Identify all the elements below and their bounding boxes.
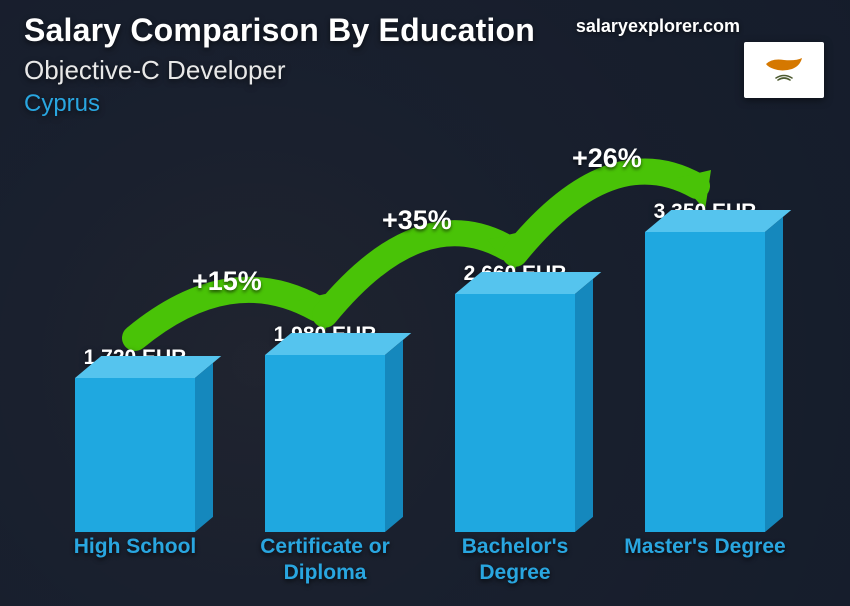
increase-badge: +26%	[572, 143, 642, 174]
x-axis-label: High School	[50, 534, 220, 587]
bar-chart: 1,720 EUR1,980 EUR2,660 EUR3,350 EUR Hig…	[40, 136, 800, 586]
cyprus-flag	[744, 42, 824, 98]
job-title: Objective-C Developer	[24, 55, 826, 86]
bar: 1,980 EUR	[240, 323, 410, 532]
bar: 1,720 EUR	[50, 346, 220, 532]
bar: 3,350 EUR	[620, 200, 790, 532]
bar-3d	[645, 232, 765, 532]
x-axis-label: Certificate or Diploma	[240, 534, 410, 587]
increase-badge: +15%	[192, 266, 262, 297]
x-labels: High School Certificate or Diploma Bachelo…	[40, 534, 800, 587]
bar-3d	[75, 378, 195, 532]
brand-label: salaryexplorer.com	[576, 16, 740, 37]
bar-3d	[455, 294, 575, 532]
bar: 2,660 EUR	[430, 262, 600, 532]
increase-badge: +35%	[382, 205, 452, 236]
bar-3d	[265, 355, 385, 532]
x-axis-label: Bachelor's Degree	[430, 534, 600, 587]
country-name: Cyprus	[24, 90, 826, 118]
x-axis-label: Master's Degree	[620, 534, 790, 587]
flag-icon	[754, 50, 814, 90]
